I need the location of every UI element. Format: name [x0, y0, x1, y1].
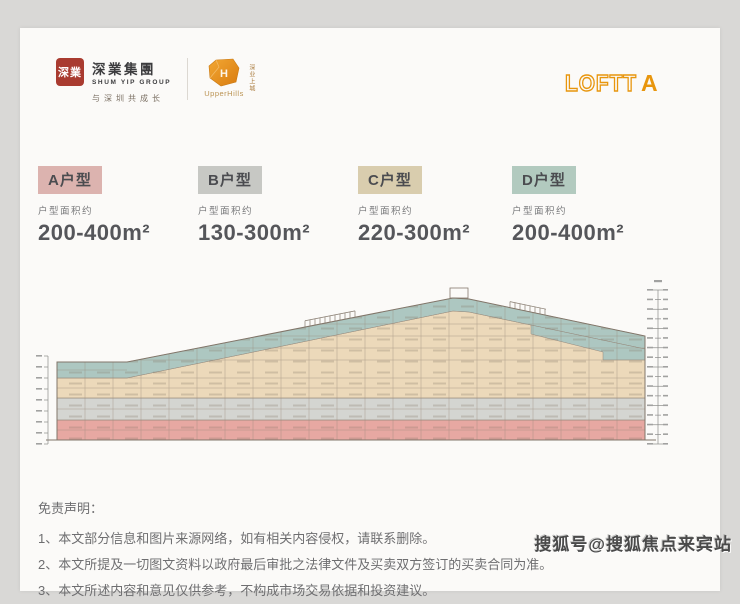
- unit-card-c: C户型 户型面积约 220-300m²: [358, 166, 516, 246]
- loftta-outline-letters: LOFTT: [565, 70, 637, 96]
- unit-d-area: 200-400m²: [512, 220, 625, 245]
- upperhills-name-en: UpperHills: [204, 89, 244, 98]
- right-elevation-scale: [647, 280, 668, 445]
- company-name-en: SHUM YIP GROUP: [92, 79, 172, 86]
- unit-a-area: 200-400m²: [38, 220, 151, 245]
- disclaimer-item-2: 2、本文所提及一切图文资料以政府最后审批之法律文件及买卖双方签订的买卖合同为准。: [38, 557, 553, 572]
- upperhills-gem-icon: H: [208, 58, 240, 87]
- unit-c-area: 220-300m²: [358, 220, 471, 245]
- seal-text: 深業: [58, 67, 82, 79]
- company-slogan: 与深圳共成长: [92, 94, 164, 103]
- upperhills-monogram: H: [220, 68, 228, 80]
- unit-card-b: B户型 户型面积约 130-300m²: [198, 166, 356, 246]
- unit-card-a: A户型 户型面积约 200-400m²: [38, 166, 196, 246]
- poster-card: 深業 深業集團 SHUM YIP GROUP 与深圳共成长 H: [20, 28, 720, 598]
- unit-d-badge: D户型: [512, 166, 576, 194]
- unit-b-area-note: 户型面积约: [198, 206, 254, 217]
- upperhills-name-cn: 深业上城: [247, 64, 254, 92]
- unit-c-badge: C户型: [358, 166, 422, 194]
- unit-b-area: 130-300m²: [198, 220, 311, 245]
- unit-card-d: D户型 户型面积约 200-400m²: [512, 166, 670, 246]
- left-elevation-scale: [36, 355, 49, 445]
- sohu-watermark: 搜狐号@搜狐焦点来宾站: [534, 535, 732, 554]
- disclaimer-item-3: 3、本文所述内容和意见仅供参考，不构成市场交易依据和投资建议。: [38, 583, 436, 598]
- disclaimer-title: 免责声明：: [38, 501, 104, 516]
- shumyip-seal-logo: 深業: [56, 58, 84, 86]
- header-divider: [187, 58, 189, 100]
- unit-a-area-note: 户型面积约: [38, 206, 94, 217]
- disclaimer-item-1: 1、本文部分信息和图片来源网络，如有相关内容侵权，请联系删除。: [38, 531, 436, 546]
- loftta-solid-letter: A: [641, 70, 658, 96]
- unit-a-badge: A户型: [38, 166, 102, 194]
- roof-railings: [304, 301, 547, 327]
- roof-bulkhead: [449, 287, 469, 299]
- unit-d-area-note: 户型面积约: [512, 206, 568, 217]
- header: 深業 深業集團 SHUM YIP GROUP 与深圳共成长 H: [56, 58, 283, 104]
- unit-type-row: A户型 户型面积约 200-400m² B户型 户型面积约 130-300m² …: [38, 166, 720, 266]
- loftta-logo: LOFTT A: [564, 68, 665, 103]
- company-name-cn: 深業集團: [92, 62, 156, 77]
- brand-block: 深業集團 SHUM YIP GROUP 与深圳共成长: [92, 58, 171, 104]
- unit-c-area-note: 户型面积约: [358, 206, 414, 217]
- unit-b-badge: B户型: [198, 166, 262, 194]
- building-cross-section-diagram: [36, 280, 668, 445]
- upperhills-logo: H UpperHills 深业上城: [204, 58, 283, 98]
